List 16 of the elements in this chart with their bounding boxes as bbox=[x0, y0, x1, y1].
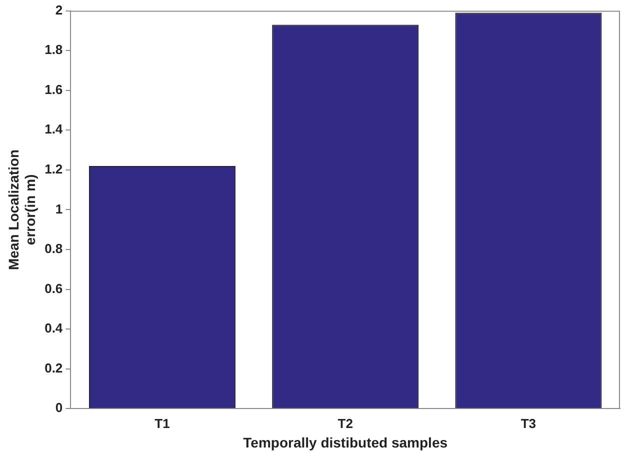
y-tick-label: 1.8 bbox=[44, 42, 63, 58]
y-tick-label: 1.6 bbox=[44, 82, 63, 97]
y-tick-label: 0.4 bbox=[44, 320, 64, 336]
y-axis-title: Mean Localization error(in m) bbox=[5, 149, 38, 270]
x-tick-label: T2 bbox=[338, 416, 353, 431]
y-tick-label: 0.2 bbox=[44, 360, 63, 376]
y-tick-label: 0.6 bbox=[44, 280, 63, 296]
y-tick-label: 1.4 bbox=[44, 122, 64, 137]
x-axis-title: Temporally distibuted samples bbox=[243, 434, 448, 450]
y-tick-label: 1 bbox=[55, 201, 63, 216]
y-tick-label: 0 bbox=[55, 400, 63, 416]
y-tick-label: 0.8 bbox=[44, 241, 63, 256]
y-tick-label: 1.2 bbox=[44, 162, 63, 176]
x-tick-label: T3 bbox=[520, 416, 536, 431]
x-tick-label: T1 bbox=[154, 416, 170, 431]
y-tick-label: 2 bbox=[55, 2, 63, 18]
